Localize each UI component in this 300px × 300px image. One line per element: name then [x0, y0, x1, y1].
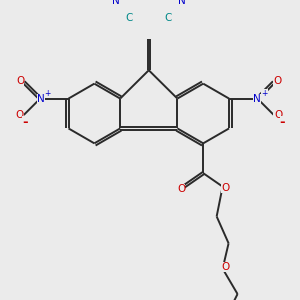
Text: +: +	[44, 88, 50, 98]
Text: -: -	[22, 116, 28, 129]
Text: N: N	[37, 94, 44, 103]
Text: O: O	[221, 183, 229, 193]
Text: O: O	[177, 184, 185, 194]
Text: C: C	[164, 13, 172, 23]
Text: N: N	[178, 0, 185, 6]
Text: N: N	[112, 0, 120, 6]
Text: +: +	[261, 88, 268, 98]
Text: O: O	[274, 110, 282, 121]
Text: C: C	[126, 13, 133, 23]
Text: O: O	[16, 76, 24, 86]
Text: O: O	[221, 262, 230, 272]
Text: -: -	[280, 116, 285, 129]
Text: O: O	[15, 110, 23, 121]
Text: O: O	[273, 76, 282, 86]
Text: N: N	[253, 94, 261, 103]
